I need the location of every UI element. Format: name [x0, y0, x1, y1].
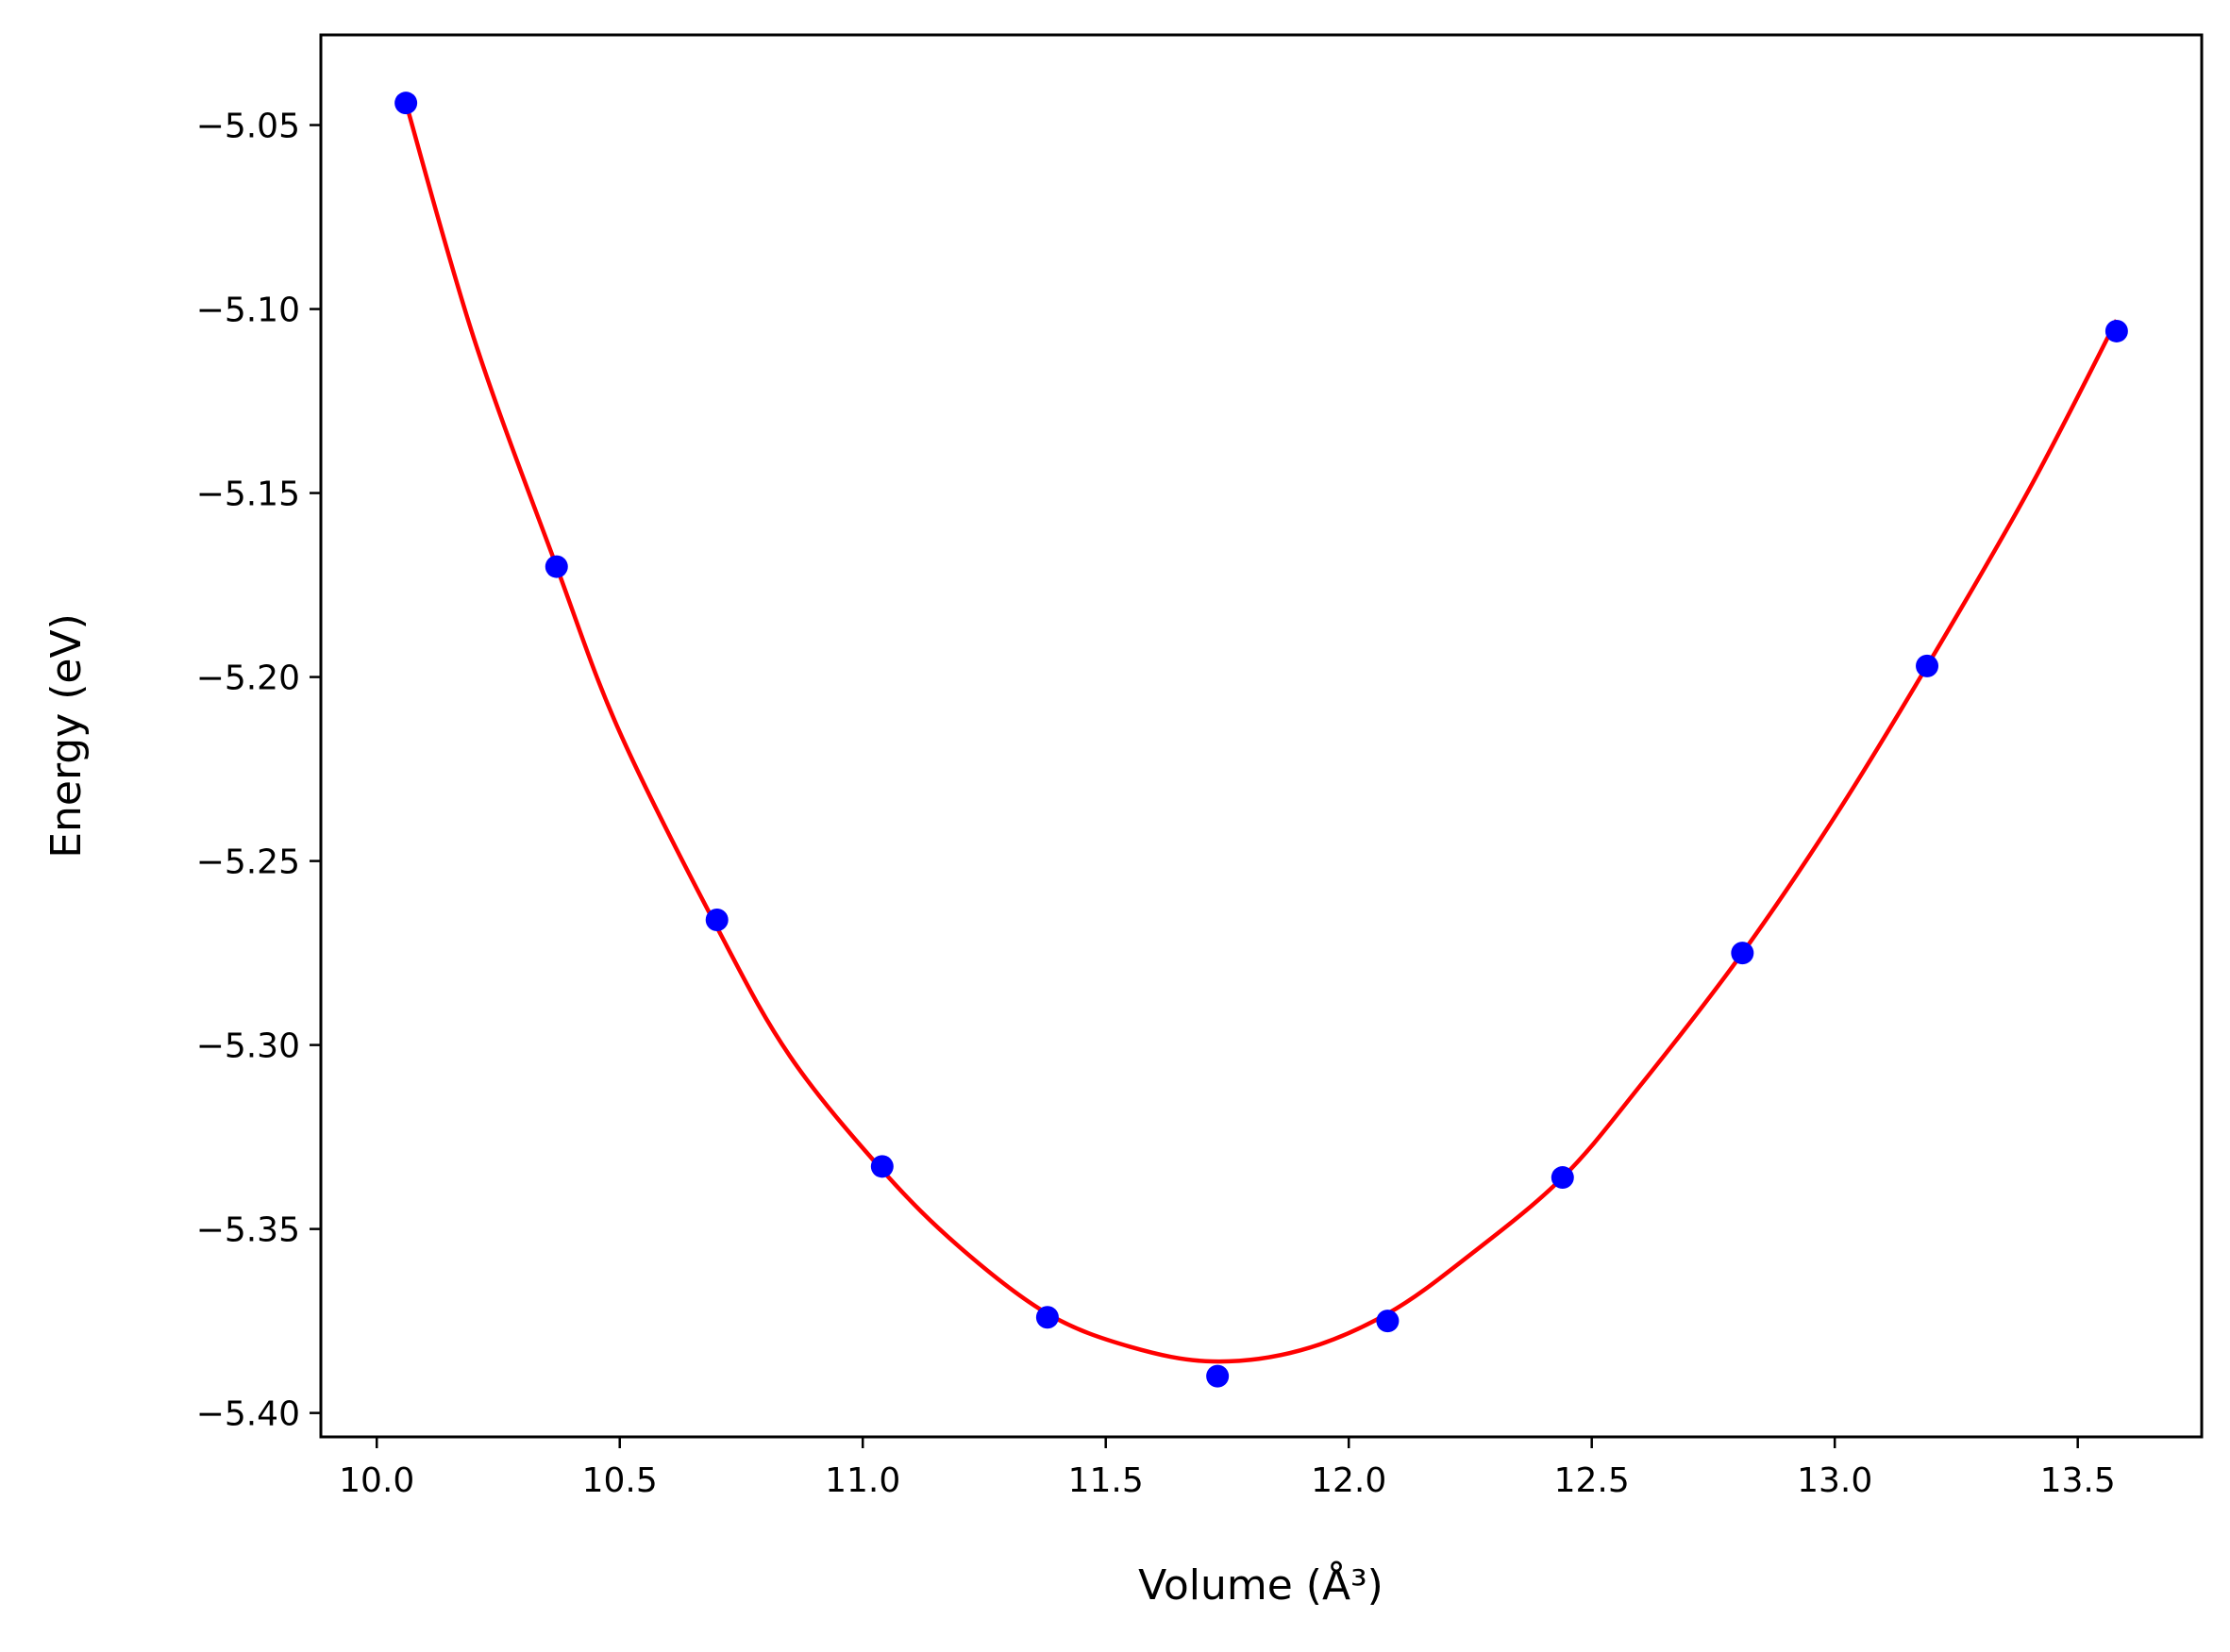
data-point: [1551, 1166, 1574, 1190]
x-tick-label: 10.0: [339, 1461, 414, 1500]
data-point: [1376, 1310, 1400, 1333]
data-point: [1206, 1364, 1230, 1388]
x-tick-label: 11.0: [825, 1461, 900, 1500]
y-tick-label: −5.40: [196, 1395, 300, 1434]
y-tick-label: −5.25: [196, 843, 300, 882]
tick-layer: 10.0 10.5 11.0 11.5 12.0 12.5 13.0 13.5 −5.05 −5.…: [196, 108, 2116, 1500]
x-tick-label: 13.0: [1797, 1461, 1872, 1500]
series-layer: [394, 92, 2128, 1388]
x-tick-label: 11.5: [1068, 1461, 1144, 1500]
y-tick-label: −5.15: [196, 476, 300, 514]
data-point: [1035, 1306, 1059, 1329]
data-point: [870, 1155, 894, 1178]
data-point: [705, 909, 729, 932]
y-tick-label: −5.30: [196, 1027, 300, 1066]
plot-frame: [319, 33, 2204, 1439]
x-tick-label: 12.0: [1311, 1461, 1386, 1500]
data-point: [545, 555, 568, 578]
y-tick-label: −5.05: [196, 108, 300, 146]
x-tick-label: 13.5: [2040, 1461, 2116, 1500]
data-point: [1731, 942, 1754, 965]
fit-curve: [403, 102, 2119, 1364]
y-tick-label: −5.20: [196, 659, 300, 698]
x-tick-label: 10.5: [582, 1461, 658, 1500]
data-point: [1916, 654, 1939, 677]
x-tick-label: 12.5: [1554, 1461, 1630, 1500]
y-tick-label: −5.35: [196, 1211, 300, 1250]
y-axis-title: Energy (eV): [42, 613, 91, 859]
data-point: [394, 92, 418, 115]
data-point: [2104, 319, 2128, 342]
y-tick-label: −5.10: [196, 292, 300, 330]
x-axis-title: Volume (Å³): [1138, 1560, 1383, 1610]
